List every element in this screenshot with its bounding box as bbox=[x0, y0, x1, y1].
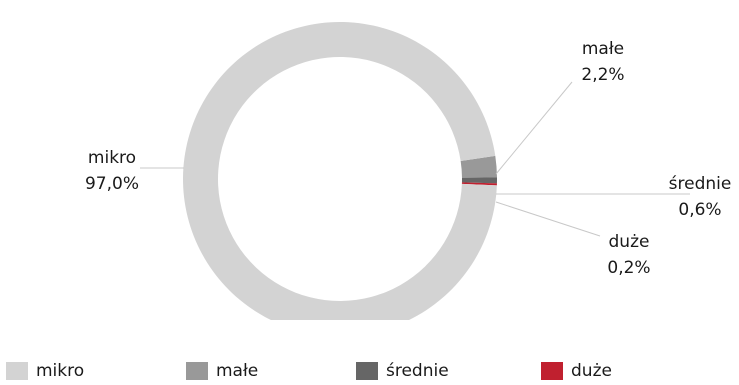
leader-line-male bbox=[495, 81, 573, 175]
legend-swatch-mikro bbox=[6, 362, 28, 380]
label-duze-value: 0,2% bbox=[607, 258, 650, 278]
label-mikro-value: 97,0% bbox=[85, 174, 139, 194]
legend-item-mikro: mikro bbox=[6, 361, 84, 381]
legend-swatch-male bbox=[186, 362, 208, 380]
legend-swatch-duze bbox=[541, 362, 563, 380]
legend-item-duze: duże bbox=[541, 361, 612, 381]
legend-label-duze: duże bbox=[571, 361, 612, 381]
label-male-name: małe bbox=[582, 39, 624, 59]
leader-line-duze bbox=[495, 201, 601, 237]
legend-label-male: małe bbox=[216, 361, 259, 381]
legend-item-male: małe bbox=[186, 361, 258, 381]
legend-label-srednie: średnie bbox=[386, 361, 449, 381]
label-mikro-name: mikro bbox=[88, 148, 136, 168]
slice-srednie bbox=[461, 177, 498, 184]
label-duze-name: duże bbox=[609, 232, 650, 252]
label-srednie-value: 0,6% bbox=[678, 200, 721, 220]
donut-slices bbox=[183, 22, 498, 320]
slice-male bbox=[460, 155, 497, 178]
slice-mikro bbox=[183, 22, 497, 320]
legend-swatch-srednie bbox=[356, 362, 378, 380]
label-male-value: 2,2% bbox=[581, 65, 624, 85]
legend-item-srednie: średnie bbox=[356, 361, 449, 381]
donut-chart: mikro 97,0% małe 2,2% średnie 0,6% duże … bbox=[85, 22, 732, 320]
label-srednie-name: średnie bbox=[669, 174, 732, 194]
chart-legend: mikro małe średnie duże bbox=[0, 361, 739, 385]
slice-duze bbox=[461, 182, 497, 186]
leader-lines bbox=[140, 81, 690, 237]
legend-label-mikro: mikro bbox=[36, 361, 85, 381]
